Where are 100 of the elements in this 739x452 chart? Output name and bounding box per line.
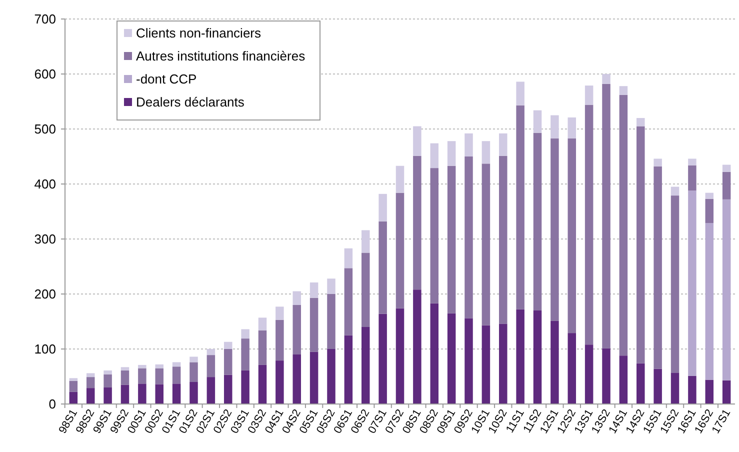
bar (413, 126, 422, 156)
bar (172, 366, 181, 384)
bar (568, 138, 576, 334)
legend-label: Autres institutions financières (136, 48, 306, 64)
bar (654, 368, 662, 404)
bar (396, 308, 404, 404)
bar (155, 368, 164, 384)
bar (362, 327, 370, 404)
bar (430, 168, 438, 304)
bar (430, 143, 438, 168)
bar (447, 141, 456, 166)
bar (499, 133, 508, 156)
bar (430, 303, 438, 404)
bar (533, 132, 542, 310)
bar (482, 164, 490, 326)
bar (224, 342, 232, 349)
bar (413, 156, 422, 290)
bar (69, 392, 78, 404)
bar (705, 192, 714, 199)
bar (344, 268, 353, 336)
bar (568, 333, 576, 404)
bar (276, 320, 284, 361)
bar (292, 291, 301, 305)
bar (155, 364, 164, 368)
bar (602, 348, 610, 404)
bar (670, 372, 680, 404)
bar (688, 158, 696, 166)
bar (533, 110, 542, 133)
bar (344, 248, 353, 268)
bar (447, 313, 456, 404)
legend-label: Dealers déclarants (136, 94, 245, 110)
bar (482, 325, 490, 404)
y-tick-label: 0 (48, 396, 56, 412)
bar (120, 367, 130, 370)
bar (396, 166, 404, 193)
bar (464, 156, 473, 318)
bar (464, 318, 473, 404)
bar (310, 282, 318, 298)
bar (654, 158, 662, 166)
bar (516, 309, 524, 404)
bar (327, 294, 336, 349)
bar (636, 363, 645, 404)
bar (378, 194, 387, 222)
bar (344, 335, 353, 404)
bar (584, 104, 594, 345)
bar (138, 368, 146, 384)
bar (516, 82, 524, 106)
bar (258, 330, 267, 365)
y-tick-label: 300 (34, 232, 56, 247)
bar (276, 360, 284, 404)
bar (688, 190, 696, 376)
bar (86, 377, 95, 388)
bar (276, 306, 284, 320)
bar (619, 94, 628, 356)
bar (602, 74, 610, 84)
bar (224, 374, 232, 404)
bar (705, 198, 714, 224)
bar (86, 373, 95, 378)
bar (636, 126, 645, 364)
bar (550, 320, 559, 404)
bar (362, 252, 370, 327)
legend-label: -dont CCP (136, 72, 197, 87)
legend-label: Clients non-financiers (136, 26, 262, 41)
bar (138, 384, 146, 404)
bar (258, 364, 267, 404)
bar (258, 318, 267, 330)
bar (104, 388, 112, 404)
bar (310, 298, 318, 352)
bar (190, 362, 198, 382)
bar (310, 352, 318, 404)
bar (190, 356, 198, 362)
bar (190, 382, 198, 404)
bar (584, 344, 594, 404)
bar (619, 356, 628, 404)
bar (670, 186, 680, 196)
bar (206, 355, 216, 378)
bar (104, 374, 112, 388)
bar (327, 278, 336, 294)
bar (69, 378, 78, 381)
bar (292, 305, 301, 354)
bar (499, 324, 508, 404)
bar (636, 118, 645, 126)
y-tick-label: 600 (34, 66, 56, 82)
bar (550, 115, 559, 138)
y-tick-label: 400 (34, 176, 56, 192)
bar (224, 349, 232, 375)
bar (362, 230, 370, 253)
bar (705, 223, 714, 380)
bar (533, 310, 542, 404)
bar (327, 349, 336, 404)
bar (378, 221, 387, 314)
bar (499, 156, 508, 324)
bar (378, 314, 387, 404)
bar (550, 138, 559, 321)
bar (619, 86, 628, 95)
bar (155, 384, 164, 404)
bar (172, 362, 181, 367)
bar (241, 370, 250, 404)
bar (722, 164, 731, 172)
bar (602, 84, 610, 348)
